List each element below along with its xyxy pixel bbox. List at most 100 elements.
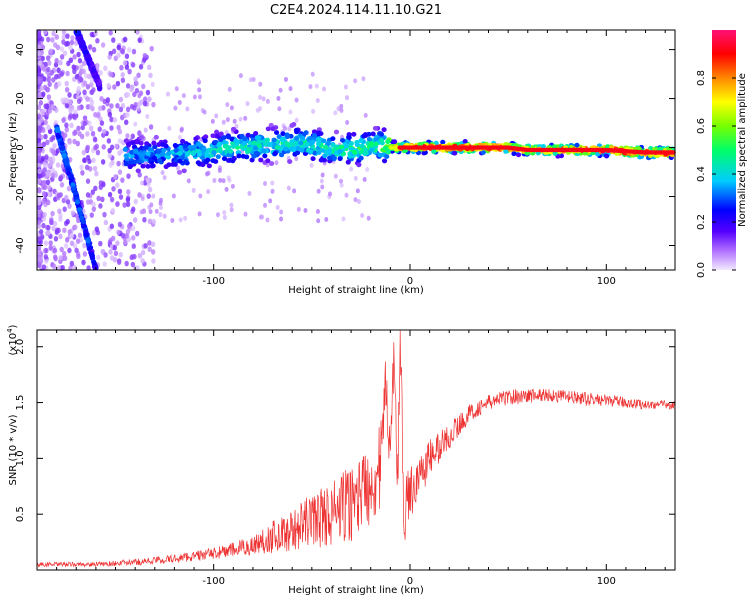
heatmap-point [133, 198, 139, 205]
y-tick-label: 1.5 [15, 395, 26, 411]
heatmap-point [92, 165, 98, 172]
heatmap-point [278, 87, 283, 93]
heatmap-point [137, 101, 142, 107]
heatmap-point [116, 160, 121, 167]
heatmap-point [229, 202, 234, 208]
heatmap-point [56, 134, 62, 140]
heatmap-point [670, 150, 676, 155]
heatmap-point [43, 133, 48, 140]
heatmap-point [130, 261, 136, 268]
heatmap-point [36, 173, 42, 179]
heatmap-point [333, 129, 340, 135]
heatmap-point [234, 144, 241, 150]
heatmap-point [353, 78, 358, 84]
colorbar-gradient [712, 30, 736, 270]
heatmap-point [240, 153, 246, 159]
heatmap-point [191, 144, 198, 150]
heatmap-point [322, 86, 327, 92]
heatmap-point [197, 152, 203, 157]
heatmap-point [316, 130, 322, 136]
snr-frame [36, 329, 676, 571]
heatmap-point [133, 121, 138, 127]
heatmap-point [196, 78, 201, 84]
heatmap-point [45, 179, 51, 186]
heatmap-point [206, 163, 212, 169]
heatmap-point [160, 170, 165, 176]
heatmap-point [279, 209, 284, 215]
heatmap-point [82, 157, 87, 164]
heatmap-point [221, 156, 228, 162]
heatmap-point [381, 127, 387, 133]
heatmap-point [133, 217, 138, 223]
heatmap-point [346, 135, 352, 140]
heatmap-point [67, 92, 72, 98]
heatmap-point [45, 139, 50, 146]
heatmap-point [181, 93, 186, 99]
heatmap-point [134, 230, 140, 237]
heatmap-point [116, 44, 121, 51]
heatmap-point [327, 155, 333, 161]
heatmap-point [36, 256, 42, 262]
heatmap-point [254, 135, 260, 141]
heatmap-point [53, 83, 59, 90]
heatmap-point [64, 80, 69, 87]
heatmap-point [117, 221, 123, 228]
heatmap-point [216, 142, 222, 148]
heatmap-point [93, 30, 98, 37]
spectrogram-x-axis-label: Height of straight line (km) [288, 285, 424, 296]
heatmap-point [296, 206, 301, 212]
snr-series-line [36, 330, 676, 568]
heatmap-point [60, 265, 66, 271]
heatmap-point [230, 144, 237, 149]
heatmap-point [118, 194, 124, 200]
heatmap-point [38, 142, 43, 148]
heatmap-point [130, 225, 136, 232]
heatmap-point [81, 149, 86, 156]
heatmap-point [258, 81, 263, 87]
heatmap-point [373, 141, 379, 147]
heatmap-point [44, 154, 49, 160]
heatmap-point [46, 66, 51, 73]
heatmap-point [141, 83, 146, 90]
heatmap-point [331, 156, 337, 162]
heatmap-point [162, 213, 167, 219]
heatmap-point [303, 207, 308, 213]
heatmap-point [70, 210, 75, 216]
heatmap-point [222, 214, 227, 220]
heatmap-point [43, 61, 49, 68]
heatmap-point [215, 154, 221, 160]
heatmap-point [308, 149, 314, 155]
heatmap-point [239, 144, 245, 150]
heatmap-point [58, 255, 63, 261]
heatmap-point [140, 257, 145, 264]
heatmap-point [132, 91, 137, 98]
heatmap-point [108, 71, 113, 78]
heatmap-point [225, 102, 230, 108]
heatmap-point [48, 156, 53, 163]
heatmap-point [78, 64, 84, 71]
heatmap-point [166, 162, 172, 168]
heatmap-point [58, 233, 63, 240]
heatmap-point [124, 232, 130, 239]
heatmap-point [76, 51, 81, 58]
heatmap-point [70, 35, 75, 41]
heatmap-point [299, 147, 305, 153]
heatmap-point [242, 136, 248, 142]
heatmap-point [283, 146, 289, 152]
x-tick-label: 100 [597, 276, 616, 287]
heatmap-point [88, 125, 94, 132]
heatmap-point [52, 221, 58, 227]
heatmap-point [308, 136, 314, 141]
heatmap-point [41, 66, 47, 72]
heatmap-point [316, 218, 321, 224]
heatmap-point [61, 117, 66, 123]
heatmap-point [322, 145, 329, 150]
heatmap-point [86, 265, 91, 271]
snr-x-ticks: -100 0 100 [56, 330, 666, 587]
heatmap-point [97, 105, 103, 112]
heatmap-point [49, 219, 54, 226]
heatmap-point [95, 62, 100, 69]
heatmap-point [112, 84, 117, 90]
heatmap-point [91, 157, 96, 164]
heatmap-point [311, 129, 318, 135]
